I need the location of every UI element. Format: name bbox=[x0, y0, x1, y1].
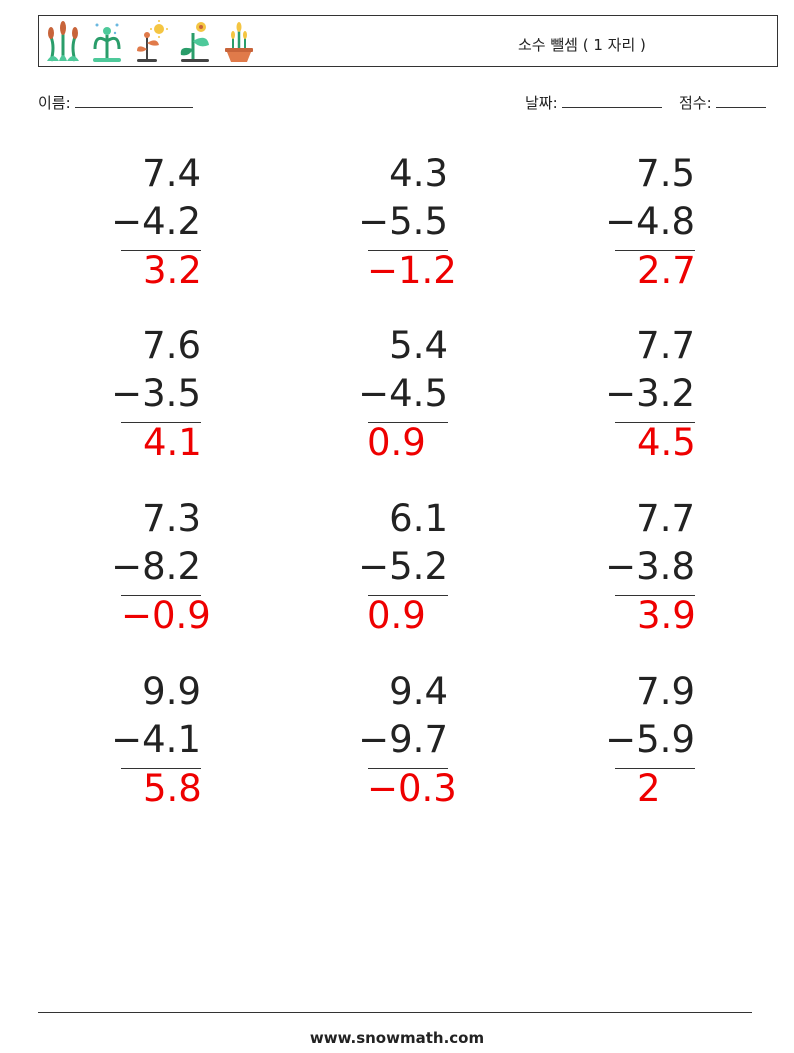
problem-11: 9.4 −9.7 −0.3 bbox=[318, 670, 457, 813]
answer: 2.7 bbox=[637, 249, 696, 292]
flower-sun-icon bbox=[137, 20, 168, 62]
problem-4: 7.6 −3.5 4.1 bbox=[71, 324, 202, 467]
problem-10: 9.9 −4.1 5.8 bbox=[71, 670, 202, 813]
problem-9: 7.7 −3.8 3.9 bbox=[565, 497, 696, 640]
problem-3: 7.5 −4.8 2.7 bbox=[565, 152, 696, 295]
problem-2: 4.3 −5.5 −1.2 bbox=[318, 152, 457, 295]
problem-8: 6.1 −5.2 0.9 bbox=[318, 500, 448, 640]
cattail-plant-icon bbox=[47, 21, 79, 62]
answer: −1.2 bbox=[367, 249, 457, 292]
answer: −0.3 bbox=[367, 767, 457, 810]
problem-12: 7.9 −5.9 2 bbox=[565, 673, 695, 813]
footer-divider bbox=[38, 1012, 752, 1013]
subtrahend: −9.7 bbox=[358, 718, 448, 761]
answer: 3.9 bbox=[637, 594, 696, 637]
name-label: 이름: bbox=[38, 94, 71, 112]
minuend: 7.7 bbox=[636, 324, 695, 367]
minuend: 5.4 bbox=[389, 324, 448, 367]
answer: 2 bbox=[637, 767, 661, 810]
subtrahend: −5.2 bbox=[358, 545, 448, 588]
subtrahend: −3.5 bbox=[111, 372, 201, 415]
minuend: 7.9 bbox=[636, 670, 695, 713]
date-blank bbox=[562, 93, 663, 108]
subtrahend: −4.5 bbox=[358, 372, 448, 415]
answer-rule bbox=[368, 250, 448, 251]
subtrahend: −4.8 bbox=[605, 200, 695, 243]
problem-6: 7.7 −3.2 4.5 bbox=[565, 324, 696, 467]
leafy-plant-icon bbox=[180, 22, 209, 62]
score-label: 점수: bbox=[679, 94, 712, 112]
problem-7: 7.3 −8.2 −0.9 bbox=[71, 497, 211, 640]
score-field: 점수: bbox=[679, 92, 767, 113]
minuend: 7.6 bbox=[142, 324, 201, 367]
answer-rule bbox=[615, 595, 695, 596]
score-blank bbox=[716, 93, 767, 108]
minuend: 7.5 bbox=[636, 152, 695, 195]
minuend: 4.3 bbox=[389, 152, 448, 195]
subtrahend: −5.9 bbox=[605, 718, 695, 761]
answer-rule bbox=[615, 422, 695, 423]
date-field: 날짜: bbox=[525, 92, 663, 113]
answer: −0.9 bbox=[121, 594, 211, 637]
minuend: 6.1 bbox=[389, 497, 448, 540]
minuend: 9.9 bbox=[142, 670, 201, 713]
problem-1: 7.4 −4.2 3.2 bbox=[71, 152, 202, 295]
subtrahend: −3.2 bbox=[605, 372, 695, 415]
answer-rule bbox=[615, 250, 695, 251]
answer: 4.1 bbox=[143, 421, 202, 464]
answer-rule bbox=[368, 595, 448, 596]
answer-rule bbox=[121, 250, 201, 251]
minuend: 9.4 bbox=[389, 670, 448, 713]
answer-rule bbox=[121, 768, 201, 769]
answer: 5.8 bbox=[143, 767, 202, 810]
minuend: 7.3 bbox=[142, 497, 201, 540]
problem-5: 5.4 −4.5 0.9 bbox=[318, 327, 448, 467]
subtrahend: −4.2 bbox=[111, 200, 201, 243]
date-label: 날짜: bbox=[525, 94, 558, 112]
sprouting-plant-icon bbox=[93, 23, 121, 62]
answer: 4.5 bbox=[637, 421, 696, 464]
subtrahend: −4.1 bbox=[111, 718, 201, 761]
answer-rule bbox=[615, 768, 695, 769]
answer: 0.9 bbox=[367, 421, 426, 464]
name-blank bbox=[75, 93, 194, 108]
subtrahend: −3.8 bbox=[605, 545, 695, 588]
answer-rule bbox=[121, 595, 201, 596]
footer-site: www.snowmath.com bbox=[309, 1029, 485, 1047]
answer-rule bbox=[368, 422, 448, 423]
subtrahend: −8.2 bbox=[111, 545, 201, 588]
minuend: 7.7 bbox=[636, 497, 695, 540]
subtrahend: −5.5 bbox=[358, 200, 448, 243]
potted-plant-icon bbox=[225, 22, 253, 62]
plant-icon-row bbox=[45, 19, 257, 63]
answer-rule bbox=[368, 768, 448, 769]
worksheet-header: 소수 뺄셈 ( 1 자리 ) bbox=[38, 15, 778, 67]
answer-rule bbox=[121, 422, 201, 423]
answer: 3.2 bbox=[143, 249, 202, 292]
name-field: 이름: bbox=[38, 92, 194, 113]
worksheet-title: 소수 뺄셈 ( 1 자리 ) bbox=[518, 36, 646, 54]
minuend: 7.4 bbox=[142, 152, 201, 195]
answer: 0.9 bbox=[367, 594, 426, 637]
